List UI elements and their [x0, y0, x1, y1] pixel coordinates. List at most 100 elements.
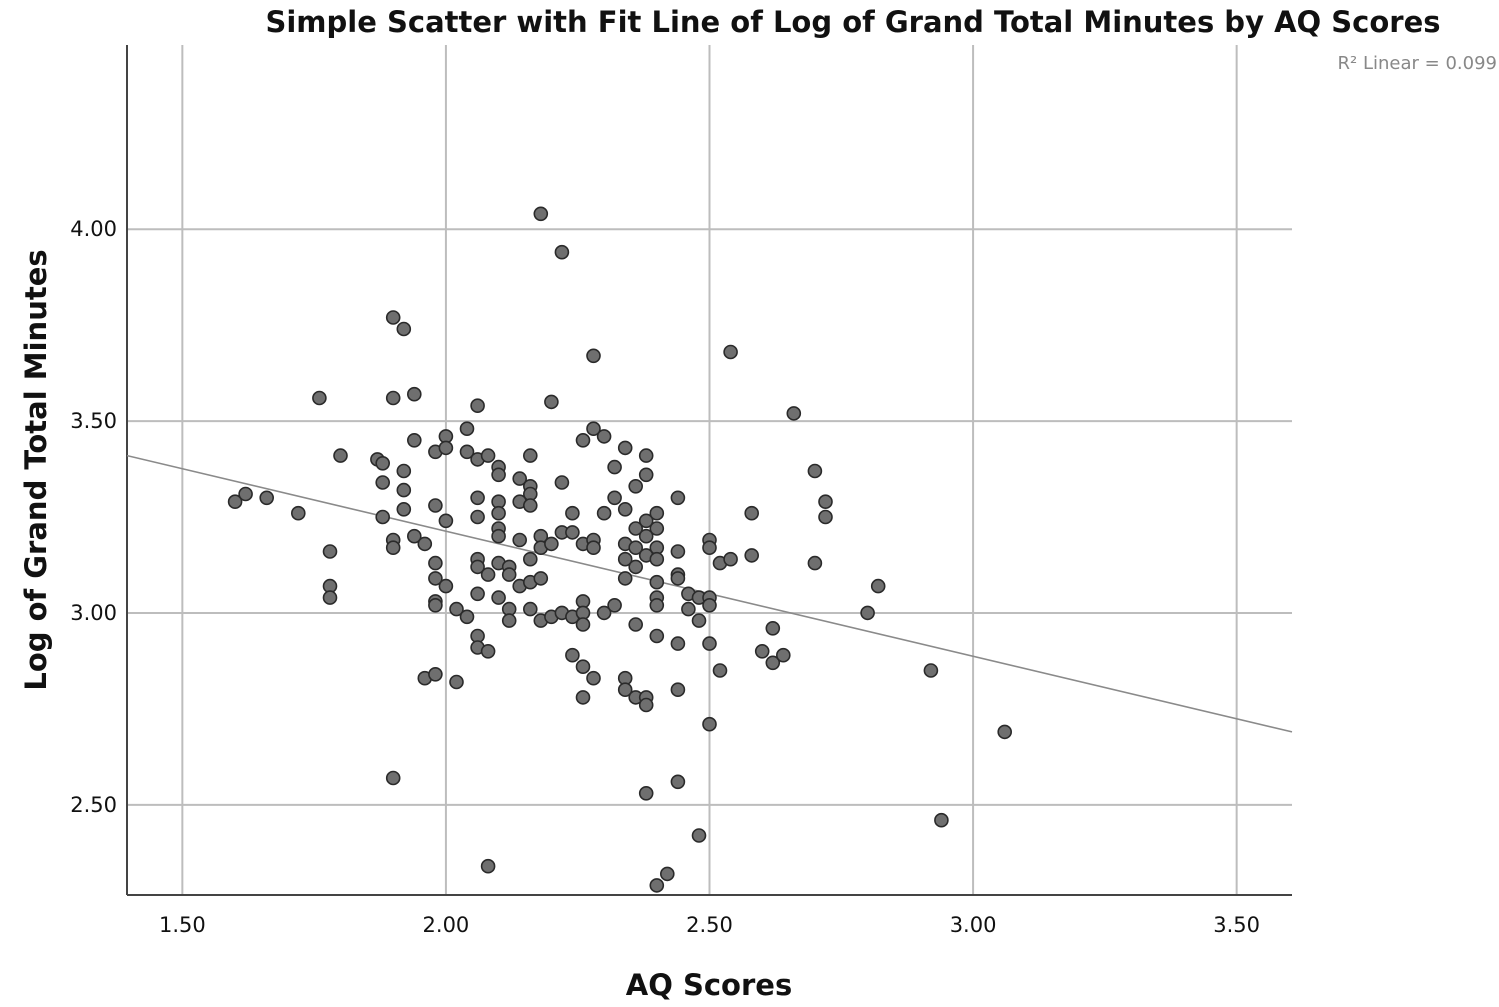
data-point: [406, 528, 422, 544]
y-tick-label: 3.50: [70, 409, 117, 433]
data-point: [565, 525, 580, 540]
data-point: [997, 724, 1013, 740]
data-point: [712, 663, 728, 678]
data-point: [586, 540, 601, 556]
data-point: [522, 551, 538, 567]
data-point: [544, 394, 559, 410]
data-point: [575, 432, 591, 448]
data-point: [522, 601, 538, 617]
data-point: [628, 559, 644, 575]
data-point: [818, 509, 833, 525]
x-tick-label: 3.00: [950, 913, 997, 937]
data-point: [923, 663, 939, 678]
data-point: [649, 551, 665, 567]
tick-labels: 1.50 2.00 2.50 3.00 3.50 2.50 3.00 3.50 4.00: [70, 217, 1260, 937]
data-point: [406, 432, 422, 448]
data-point: [512, 471, 528, 486]
x-tick-label: 2.50: [686, 913, 733, 937]
y-axis-title: Log of Grand Total Minutes: [19, 249, 53, 690]
data-point: [649, 521, 665, 536]
data-point: [470, 509, 485, 525]
data-point: [649, 628, 665, 644]
data-point: [702, 597, 717, 613]
data-point: [470, 559, 485, 575]
data-point: [807, 555, 823, 571]
data-point: [522, 498, 538, 513]
data-point: [428, 555, 443, 571]
data-point: [607, 459, 622, 475]
data-point: [544, 536, 559, 552]
data-point: [649, 597, 665, 613]
data-point: [438, 578, 454, 594]
data-point: [480, 448, 496, 463]
data-point: [238, 486, 253, 502]
data-point: [638, 467, 654, 483]
data-point: [322, 590, 338, 605]
data-point: [470, 398, 485, 414]
data-point: [628, 521, 644, 536]
data-point: [417, 536, 433, 552]
data-point: [934, 812, 949, 828]
data-point: [259, 490, 275, 506]
data-point: [586, 348, 601, 364]
data-point: [617, 440, 633, 456]
data-point: [860, 605, 875, 621]
data-point: [406, 386, 422, 402]
data-point: [375, 455, 391, 471]
data-point: [470, 586, 485, 602]
data-point: [554, 244, 570, 260]
data-point: [533, 571, 549, 586]
data-point: [322, 544, 338, 559]
y-tick-label: 4.00: [70, 217, 117, 241]
data-point: [428, 597, 443, 613]
data-point: [638, 528, 654, 544]
data-point: [396, 463, 412, 479]
data-points: [227, 206, 1013, 893]
data-point: [596, 429, 612, 444]
x-tick-label: 3.50: [1213, 913, 1260, 937]
data-point: [775, 647, 791, 663]
data-point: [312, 390, 327, 406]
data-point: [565, 505, 580, 521]
data-point: [691, 613, 707, 628]
data-point: [385, 540, 401, 556]
data-point: [649, 574, 665, 590]
data-point: [649, 878, 665, 893]
data-point: [586, 421, 601, 437]
chart-title: Simple Scatter with Fit Line of Log of G…: [265, 5, 1440, 39]
data-point: [818, 494, 833, 510]
data-point: [565, 647, 580, 663]
data-point: [670, 682, 686, 698]
data-point: [575, 690, 591, 705]
data-point: [649, 505, 665, 521]
data-point: [501, 567, 517, 582]
data-point: [428, 666, 443, 682]
r2-label: R² Linear = 0.099: [1338, 53, 1497, 74]
grid-layer: [127, 45, 1292, 895]
data-point: [491, 467, 506, 483]
data-point: [607, 490, 622, 506]
data-point: [617, 571, 633, 586]
data-point: [385, 390, 401, 406]
data-point: [491, 590, 506, 605]
data-point: [459, 609, 475, 625]
y-tick-label: 2.50: [70, 793, 117, 817]
y-tick-label: 3.00: [70, 601, 117, 625]
data-point: [459, 421, 475, 437]
data-point: [702, 636, 717, 651]
data-point: [659, 866, 675, 882]
data-point: [575, 617, 591, 632]
data-point: [428, 571, 443, 586]
data-point: [385, 310, 401, 325]
data-point: [765, 655, 781, 671]
data-point: [501, 613, 517, 628]
data-point: [491, 528, 506, 544]
data-point: [702, 716, 717, 732]
data-point: [554, 475, 570, 490]
data-point: [617, 682, 633, 698]
data-point: [754, 643, 770, 659]
data-point: [638, 448, 654, 463]
data-point: [375, 475, 391, 490]
data-point: [870, 578, 886, 594]
